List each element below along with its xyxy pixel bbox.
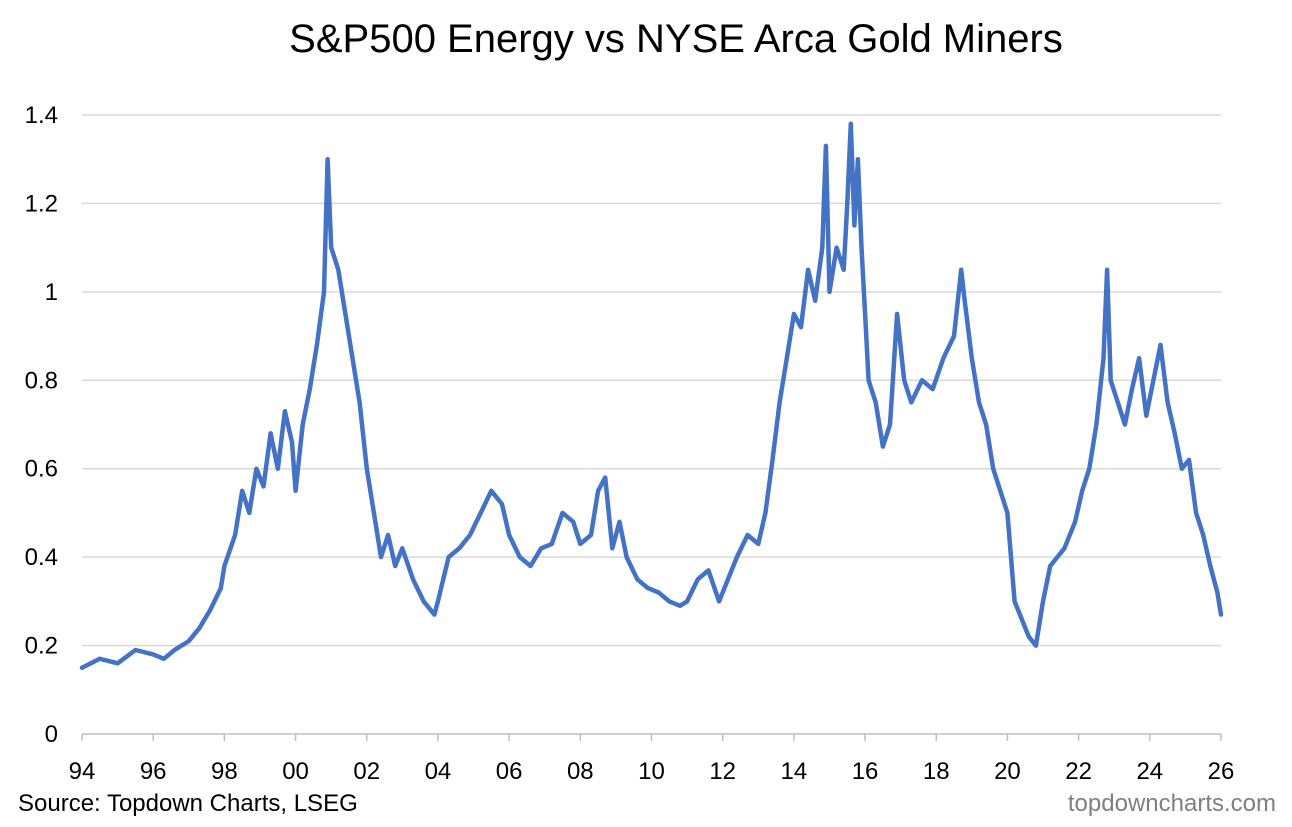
x-tick-label: 08 [567,758,594,785]
x-axis-tick-labels: 94 96 98 00 02 04 06 08 10 12 14 16 18 20 22 24 26 [69,758,1235,785]
x-tick-label: 06 [496,758,523,785]
series-lines [79,121,1224,670]
y-axis-tick-labels: 0 0.2 0.4 0.6 0.8 1 1.2 1.4 [25,102,58,748]
x-tick-label: 16 [852,758,879,785]
y-tick-label: 0.2 [25,633,58,660]
x-tick-label: 98 [211,758,238,785]
x-tick-label: 24 [1136,758,1163,785]
x-tick-label: 94 [69,758,96,785]
y-tick-label: 0.6 [25,456,58,483]
gridlines [82,114,1221,647]
y-tick-label: 0 [45,721,58,748]
x-tick-label: 10 [638,758,665,785]
x-tick-label: 26 [1208,758,1235,785]
x-tick-label: 00 [282,758,309,785]
y-tick-label: 0.8 [25,367,58,394]
x-tick-label: 14 [781,758,808,785]
y-tick-label: 1 [45,279,58,306]
chart-title: S&P500 Energy vs NYSE Arca Gold Miners [289,17,1063,61]
y-tick-label: 0.4 [25,544,58,571]
x-tick-label: 02 [353,758,380,785]
x-axis [81,733,1222,741]
y-tick-label: 1.4 [25,102,58,129]
y-tick-label: 1.2 [25,190,58,217]
x-tick-label: 18 [923,758,950,785]
x-tick-label: 12 [709,758,736,785]
x-tick-label: 04 [425,758,452,785]
brand-watermark: topdowncharts.com [1067,790,1276,817]
source-note: Source: Topdown Charts, LSEG [18,790,358,817]
x-tick-label: 96 [140,758,167,785]
x-tick-label: 22 [1065,758,1092,785]
series-line [79,121,1224,670]
x-tick-label: 20 [994,758,1021,785]
